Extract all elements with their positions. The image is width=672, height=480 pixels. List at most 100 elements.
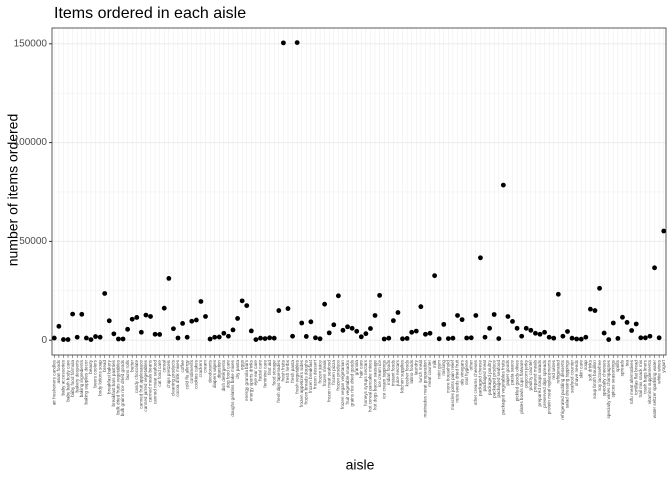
- x-axis-title: aisle: [346, 457, 375, 473]
- x-tick-label: food storage: [271, 360, 276, 386]
- x-tick-label: coffee: [180, 360, 185, 373]
- x-tick-label: fresh fruits: [281, 359, 286, 381]
- x-tick-label: cleaning products: [171, 359, 176, 396]
- x-tick-label: kosher foods: [404, 359, 409, 386]
- x-tick-label: packaged meat: [482, 359, 487, 391]
- point: [235, 316, 240, 321]
- x-tick-label: dry pasta: [235, 360, 240, 379]
- point: [97, 334, 103, 340]
- point: [432, 273, 438, 279]
- x-tick-label: butter: [129, 360, 134, 372]
- x-tick-label: tortillas flat bread: [633, 360, 638, 395]
- x-tick-label: honeys syrups nectars: [363, 359, 368, 406]
- x-tick-label: cat food care: [157, 360, 162, 387]
- point: [528, 327, 534, 333]
- point: [271, 335, 277, 341]
- point: [262, 336, 268, 342]
- x-tick-label: popcorn jerky: [523, 359, 528, 387]
- x-tick-label: oils vinegars: [459, 359, 464, 385]
- point: [610, 320, 616, 326]
- point: [143, 312, 149, 318]
- point: [216, 334, 222, 340]
- point: [258, 335, 263, 341]
- point: [148, 314, 153, 319]
- x-tick-label: facial care: [258, 360, 263, 381]
- point: [523, 325, 529, 331]
- x-tick-label: eye ear care: [253, 360, 258, 386]
- x-tick-label: poultry counter: [528, 360, 533, 391]
- x-tick-label: other: [468, 360, 473, 371]
- x-tick-label: hot cereal pancake mixes: [368, 359, 373, 412]
- point: [171, 326, 176, 332]
- x-tick-label: fruit vegetable snacks: [345, 359, 350, 404]
- x-tick-label: diapers wipes: [212, 359, 217, 388]
- x-tick-label: water seltzer sparkling water: [652, 360, 657, 419]
- point: [377, 292, 383, 298]
- x-tick-label: oral hygiene: [464, 360, 469, 385]
- point: [207, 336, 213, 342]
- x-tick-label: other creams cheeses: [473, 359, 478, 405]
- point: [303, 334, 309, 339]
- x-tick-label: plates bowls cups flatware: [519, 360, 524, 414]
- point: [239, 298, 245, 304]
- point: [386, 335, 392, 341]
- point: [519, 333, 525, 339]
- x-tick-label: asian foods: [56, 359, 61, 383]
- point: [166, 275, 172, 281]
- panel-border: [51, 27, 667, 356]
- x-tick-label: grains rice dried goods: [349, 359, 354, 406]
- point: [409, 329, 415, 335]
- x-tick-label: baby food formula: [70, 360, 75, 397]
- x-tick-label: baking supplies decor: [84, 360, 89, 405]
- point: [226, 333, 231, 339]
- x-tick-label: fresh dips tapenades: [276, 359, 281, 402]
- point: [500, 182, 506, 188]
- x-tick-label: baby bath body care: [65, 360, 70, 402]
- x-tick-label: specialty cheeses: [601, 359, 606, 396]
- point: [152, 331, 158, 337]
- point: [299, 320, 305, 326]
- point: [629, 328, 635, 333]
- point: [285, 306, 291, 311]
- x-tick-label: frozen pizza: [331, 360, 336, 385]
- x-tick-label: energy sports drinks: [249, 359, 254, 401]
- x-tick-label: digestion: [216, 360, 221, 379]
- x-tick-label: skin care: [578, 360, 583, 379]
- y-tick-label: 50000: [19, 236, 47, 247]
- x-tick-label: beers coolers: [93, 359, 98, 387]
- x-tick-label: muscles joints pain relief: [450, 359, 455, 410]
- point: [322, 301, 328, 307]
- point: [354, 328, 360, 334]
- x-tick-label: canned meals beans: [148, 359, 153, 402]
- x-tick-label: frozen breads doughs: [304, 359, 309, 404]
- x-tick-label: lunch meat: [418, 359, 423, 382]
- chart-title: Items ordered in each aisle: [54, 5, 246, 22]
- x-tick-label: bulk grains rice dried goods: [120, 359, 125, 416]
- x-tick-label: pickled goods olives: [514, 359, 519, 401]
- point: [134, 315, 140, 320]
- point: [560, 333, 566, 339]
- x-tick-label: condiments: [189, 359, 194, 383]
- point: [368, 326, 373, 331]
- x-tick-label: prepared soups salads: [537, 359, 542, 406]
- x-tick-label: body lotions soap: [97, 360, 102, 396]
- point: [74, 334, 80, 340]
- point: [308, 319, 314, 325]
- x-tick-label: air fresheners candles: [52, 359, 57, 405]
- point: [70, 311, 76, 317]
- point: [652, 265, 657, 271]
- point: [313, 335, 318, 341]
- point: [441, 321, 447, 327]
- x-tick-label: spirits: [615, 359, 620, 372]
- x-tick-label: white wines: [656, 359, 661, 383]
- point: [597, 285, 602, 291]
- x-tick-label: frozen juice: [317, 360, 322, 384]
- point: [120, 336, 126, 342]
- point: [642, 335, 648, 341]
- x-tick-label: missing: [441, 360, 446, 376]
- point: [496, 336, 502, 342]
- y-tick-label: 100000: [14, 137, 48, 148]
- point: [546, 334, 552, 340]
- x-tick-label: deodorants: [207, 359, 212, 383]
